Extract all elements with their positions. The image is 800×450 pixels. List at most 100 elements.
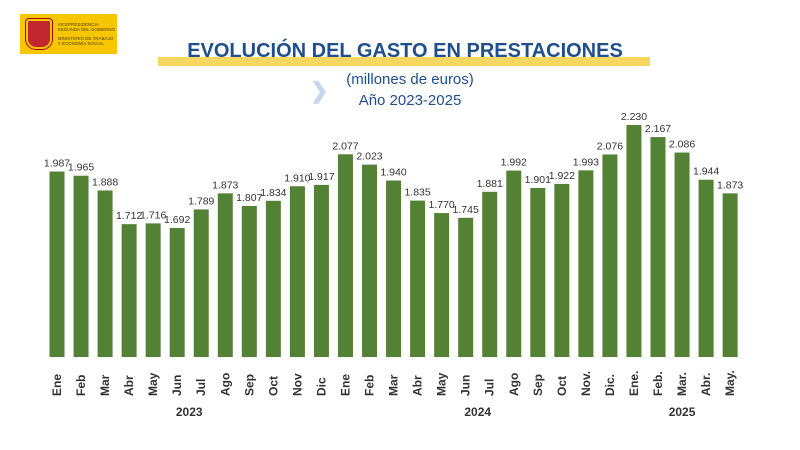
month-label: Dic. [603, 374, 617, 396]
data-label: 1.987 [44, 158, 70, 170]
bar [530, 187, 546, 357]
month-label: May [146, 372, 160, 396]
bar [482, 191, 498, 357]
month-label: Feb [363, 375, 377, 396]
bar [650, 137, 666, 357]
data-label: 1.910 [284, 172, 310, 184]
bar [410, 200, 426, 357]
month-label: Sep [531, 374, 545, 396]
logo-line1: VICEPRESIDENCIA SEGUNDA DEL GOBIERNO [57, 21, 116, 33]
month-label: Nov. [579, 371, 593, 396]
month-label: May [435, 372, 449, 396]
data-label: 1.992 [501, 157, 527, 169]
data-label: 1.692 [164, 214, 190, 226]
bar [121, 224, 137, 357]
chart-title: EVOLUCIÓN DEL GASTO EN PRESTACIONES [187, 40, 623, 62]
month-label: Ago [507, 373, 521, 396]
bar [145, 223, 161, 357]
month-label: Sep [242, 374, 256, 396]
data-label: 1.834 [260, 187, 286, 199]
month-label: Oct [266, 376, 280, 396]
month-label: Jul [194, 379, 208, 396]
bar [337, 154, 353, 357]
data-label: 1.835 [404, 187, 430, 199]
data-label: 1.888 [92, 176, 118, 188]
bar [362, 164, 378, 357]
data-label: 1.917 [308, 171, 334, 183]
bar [626, 125, 642, 357]
bar [169, 227, 185, 357]
year-label: 2025 [669, 405, 696, 419]
month-label: May. [723, 370, 737, 396]
bar [458, 217, 474, 357]
chart-subtitle: (millones de euros) [346, 71, 474, 88]
month-label: Feb. [651, 371, 665, 396]
month-label: Dic [314, 377, 328, 396]
data-label: 2.086 [669, 139, 695, 151]
bar [193, 209, 209, 357]
bar [241, 205, 257, 357]
data-label: 1.807 [236, 192, 262, 204]
month-label: Nov [290, 373, 304, 396]
month-label: Abr. [699, 373, 713, 396]
title-underline [158, 57, 650, 66]
data-label: 2.230 [621, 111, 647, 123]
bar [313, 184, 329, 357]
data-label: 1.881 [477, 178, 503, 190]
month-label: Oct [555, 376, 569, 396]
data-label: 1.789 [188, 195, 214, 207]
month-label: Feb [74, 375, 88, 396]
month-label: Abr [122, 375, 136, 396]
data-label: 1.922 [549, 170, 575, 182]
data-label: 1.993 [573, 156, 599, 168]
bar [97, 190, 113, 357]
data-label: 1.873 [212, 179, 238, 191]
year-label: 2023 [176, 405, 203, 419]
bar [554, 183, 570, 357]
month-label: Jun [459, 375, 473, 396]
data-label: 1.770 [428, 199, 454, 211]
month-label: Jul [483, 379, 497, 396]
month-label: Mar [98, 374, 112, 396]
bar [578, 170, 594, 357]
data-label: 1.745 [453, 204, 479, 216]
bar [49, 171, 65, 357]
month-label: Ago [218, 373, 232, 396]
bar [217, 193, 233, 357]
data-label: 2.167 [645, 123, 671, 135]
bar [289, 186, 305, 357]
data-label: 1.944 [693, 166, 719, 178]
data-label: 2.077 [332, 140, 358, 152]
chart-period: Año 2023-2025 [358, 92, 462, 109]
data-label: 2.076 [597, 140, 623, 152]
bar [73, 175, 89, 357]
data-label: 1.901 [525, 174, 551, 186]
data-label: 2.023 [356, 151, 382, 163]
bar [698, 179, 714, 357]
chevron-right-icon: ❯ [310, 78, 329, 103]
month-label: Mar [387, 374, 401, 396]
month-label: Abr [411, 375, 425, 396]
year-label: 2024 [464, 405, 491, 419]
month-label: Mar. [675, 372, 689, 396]
bar [386, 180, 402, 357]
data-label: 1.716 [140, 209, 166, 221]
data-label: 1.712 [116, 210, 142, 222]
bar [674, 152, 690, 357]
month-label: Ene [50, 374, 64, 396]
data-label: 1.873 [717, 179, 743, 191]
data-label: 1.965 [68, 162, 94, 174]
month-label: Ene. [627, 371, 641, 396]
bar [434, 213, 450, 357]
government-logo: VICEPRESIDENCIA SEGUNDA DEL GOBIERNO MINI… [20, 14, 117, 54]
coat-of-arms-icon [25, 18, 53, 50]
month-label: Jun [170, 375, 184, 396]
bar [602, 154, 618, 357]
data-label: 1.940 [380, 167, 406, 179]
bar [265, 200, 281, 357]
bar [506, 170, 522, 357]
logo-line2: MINISTERIO DE TRABAJO Y ECONOMÍA SOCIAL [57, 35, 114, 47]
bar [722, 193, 738, 357]
month-label: Ene [338, 374, 352, 396]
